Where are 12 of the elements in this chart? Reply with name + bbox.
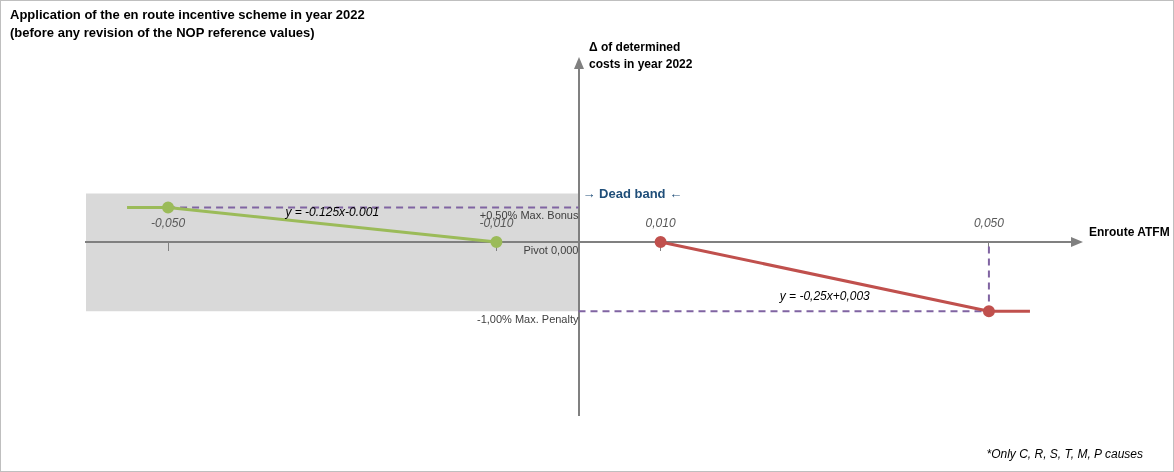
annotation: y = -0.125x-0.001 — [284, 205, 380, 220]
x-tick-label: 0,010 — [645, 215, 676, 230]
annotation: y = -0,25x+0,003 — [778, 288, 871, 303]
x-tick-label: 0,050 — [973, 215, 1005, 230]
text: *Only C, R, S, T, M, P causes — [986, 447, 1143, 461]
x-axis-title: Enroute ATFM — [1089, 225, 1170, 239]
x-tick-label: -0,050 — [151, 215, 186, 230]
chart-subtitle: (before any revision of the NOP reference values) — [10, 25, 315, 40]
annotation: → Dead band ← — [582, 186, 683, 202]
chart-title: Application of the en route incentive scheme in year 2022 — [10, 7, 365, 22]
y-axis-title: Δ of determined costs in year 2022 — [589, 39, 694, 73]
y-tick-label: Pivot 0,000 — [523, 244, 579, 257]
